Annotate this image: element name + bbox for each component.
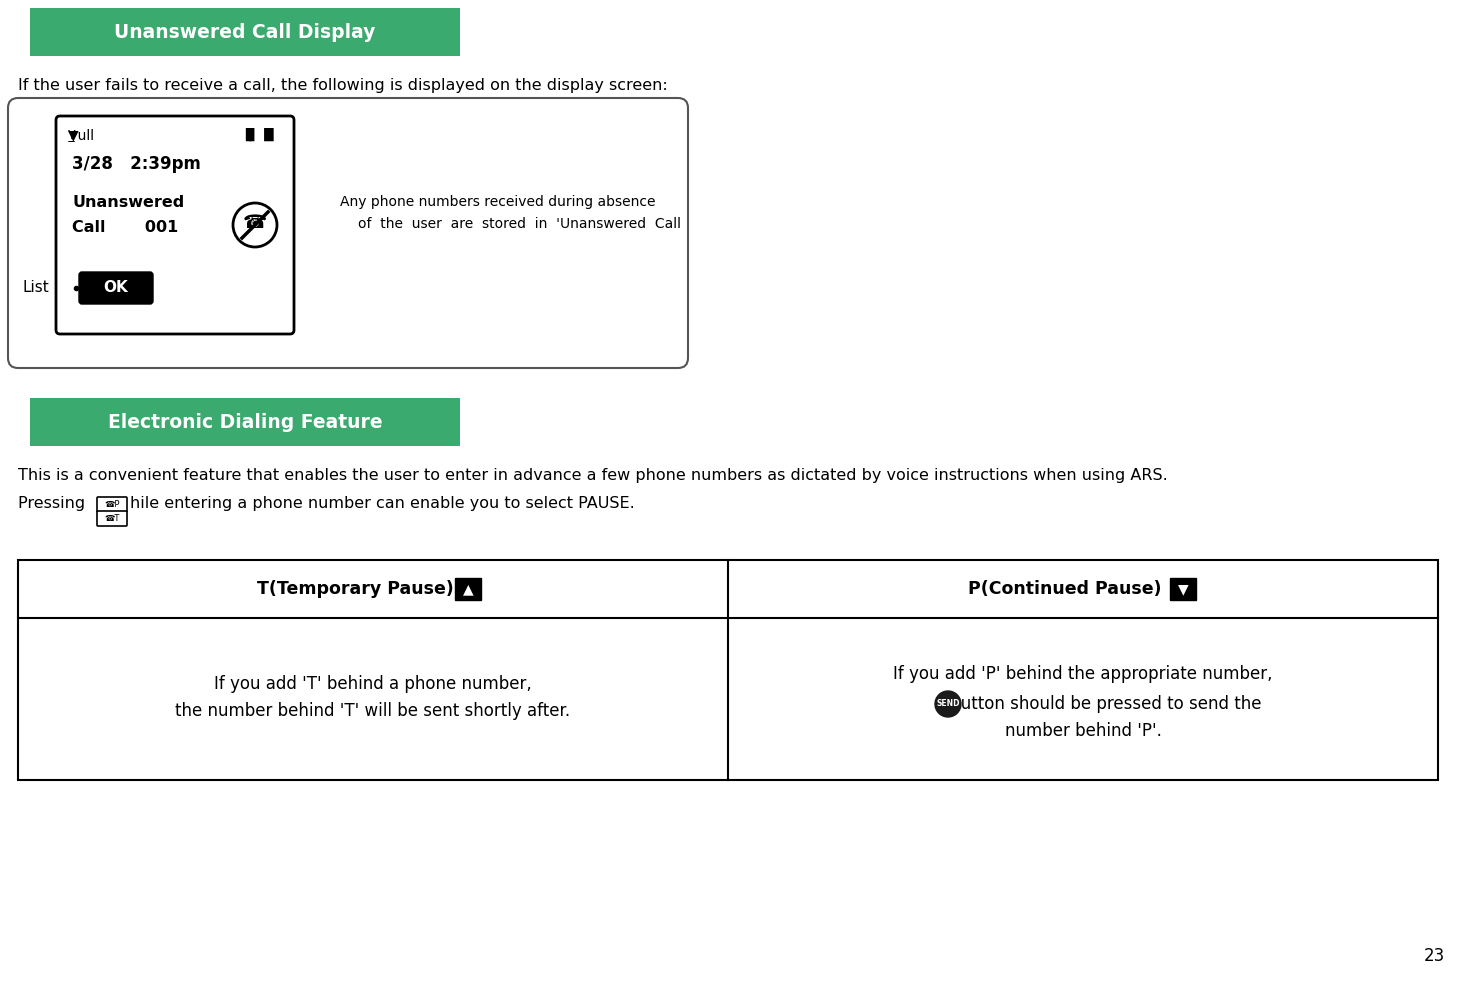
Text: Electronic Dialing Feature: Electronic Dialing Feature bbox=[108, 412, 382, 432]
Text: Any phone numbers received during absence: Any phone numbers received during absenc… bbox=[340, 195, 655, 209]
Text: OK: OK bbox=[104, 281, 128, 295]
Circle shape bbox=[935, 691, 961, 717]
Circle shape bbox=[233, 203, 277, 247]
Text: ☎: ☎ bbox=[242, 214, 267, 232]
Text: List: List bbox=[22, 281, 48, 295]
Bar bbox=[31, 398, 460, 446]
Text: ▼ull: ▼ull bbox=[69, 128, 95, 142]
FancyBboxPatch shape bbox=[7, 98, 689, 368]
Bar bbox=[31, 8, 460, 56]
Text: If the user fails to receive a call, the following is displayed on the display s: If the user fails to receive a call, the… bbox=[18, 78, 668, 93]
FancyBboxPatch shape bbox=[55, 116, 295, 334]
Bar bbox=[1170, 578, 1196, 600]
Text: Call       001: Call 001 bbox=[71, 220, 178, 235]
Text: If you add 'T' behind a phone number,: If you add 'T' behind a phone number, bbox=[214, 675, 533, 693]
FancyBboxPatch shape bbox=[96, 497, 127, 512]
Text: hile entering a phone number can enable you to select PAUSE.: hile entering a phone number can enable … bbox=[130, 496, 635, 511]
FancyBboxPatch shape bbox=[79, 272, 153, 304]
Text: SEND: SEND bbox=[937, 699, 960, 708]
Text: ☎T: ☎T bbox=[104, 514, 120, 523]
Text: Unanswered: Unanswered bbox=[71, 195, 184, 210]
Bar bbox=[18, 560, 1439, 780]
Text: of  the  user  are  stored  in  'Unanswered  Call: of the user are stored in 'Unanswered Ca… bbox=[357, 217, 681, 231]
Text: button should be pressed to send the: button should be pressed to send the bbox=[945, 695, 1261, 713]
Bar bbox=[455, 578, 481, 600]
Text: Unanswered Call Display: Unanswered Call Display bbox=[114, 23, 375, 41]
Text: 23: 23 bbox=[1424, 947, 1444, 965]
Text: ▼: ▼ bbox=[1177, 582, 1188, 596]
Text: Pressing: Pressing bbox=[18, 496, 90, 511]
Text: ▐▌▐▌: ▐▌▐▌ bbox=[239, 128, 279, 141]
Text: ☎P: ☎P bbox=[104, 500, 120, 509]
Text: T(Temporary Pause): T(Temporary Pause) bbox=[257, 580, 460, 598]
Text: P(Continued Pause): P(Continued Pause) bbox=[969, 580, 1167, 598]
Text: This is a convenient feature that enables the user to enter in advance a few pho: This is a convenient feature that enable… bbox=[18, 468, 1167, 483]
Text: number behind 'P'.: number behind 'P'. bbox=[1005, 722, 1161, 740]
Text: 3/28   2:39pm: 3/28 2:39pm bbox=[71, 155, 201, 173]
Text: the number behind 'T' will be sent shortly after.: the number behind 'T' will be sent short… bbox=[175, 702, 570, 720]
FancyBboxPatch shape bbox=[96, 511, 127, 526]
Text: ▲: ▲ bbox=[463, 582, 473, 596]
Text: Y̲̲̲: Y̲̲̲ bbox=[69, 128, 76, 141]
Text: If you add 'P' behind the appropriate number,: If you add 'P' behind the appropriate nu… bbox=[893, 665, 1272, 683]
